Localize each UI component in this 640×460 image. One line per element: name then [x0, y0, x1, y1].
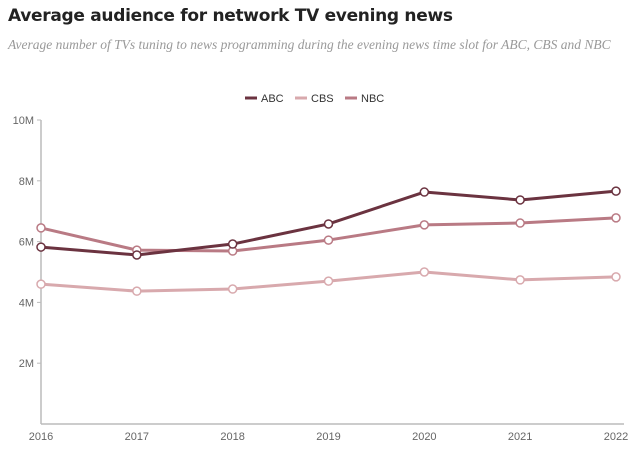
data-point-cbs [419, 267, 430, 277]
x-tick-label: 2021 [508, 431, 532, 443]
x-tick-label: 2019 [316, 431, 340, 443]
data-point-cbs [227, 284, 238, 294]
x-tick-label: 2017 [125, 431, 149, 443]
data-point-abc [132, 250, 142, 260]
legend-label-cbs: CBS [311, 93, 334, 105]
y-tick-label: 10M [13, 115, 34, 127]
data-point-nbc [419, 220, 430, 230]
data-point-abc [419, 187, 430, 197]
y-tick-label: 6M [19, 237, 34, 249]
x-tick-label: 2018 [220, 431, 244, 443]
y-tick-label: 4M [19, 297, 34, 309]
data-point-cbs [323, 276, 334, 286]
data-point-cbs [132, 286, 142, 296]
data-point-abc [227, 239, 238, 249]
data-point-nbc [36, 223, 46, 233]
x-tick-label: 2020 [412, 431, 436, 443]
data-point-abc [323, 219, 334, 229]
chart-subtitle: Average number of TVs tuning to news pro… [8, 37, 611, 52]
y-tick-label: 8M [19, 176, 34, 188]
data-point-cbs [515, 275, 525, 285]
y-tick-label: 2M [19, 358, 34, 370]
x-tick-label: 2022 [604, 431, 628, 443]
legend-label-abc: ABC [261, 93, 284, 105]
data-point-abc [515, 195, 525, 205]
data-point-abc [36, 242, 46, 252]
legend-label-nbc: NBC [361, 93, 384, 105]
data-point-cbs [611, 272, 621, 282]
x-tick-label: 2016 [29, 431, 53, 443]
chart-title: Average audience for network TV evening … [8, 6, 453, 26]
data-point-nbc [515, 218, 525, 228]
data-point-cbs [36, 279, 46, 289]
data-point-nbc [323, 235, 334, 245]
data-point-nbc [611, 213, 621, 223]
data-point-abc [611, 186, 621, 196]
